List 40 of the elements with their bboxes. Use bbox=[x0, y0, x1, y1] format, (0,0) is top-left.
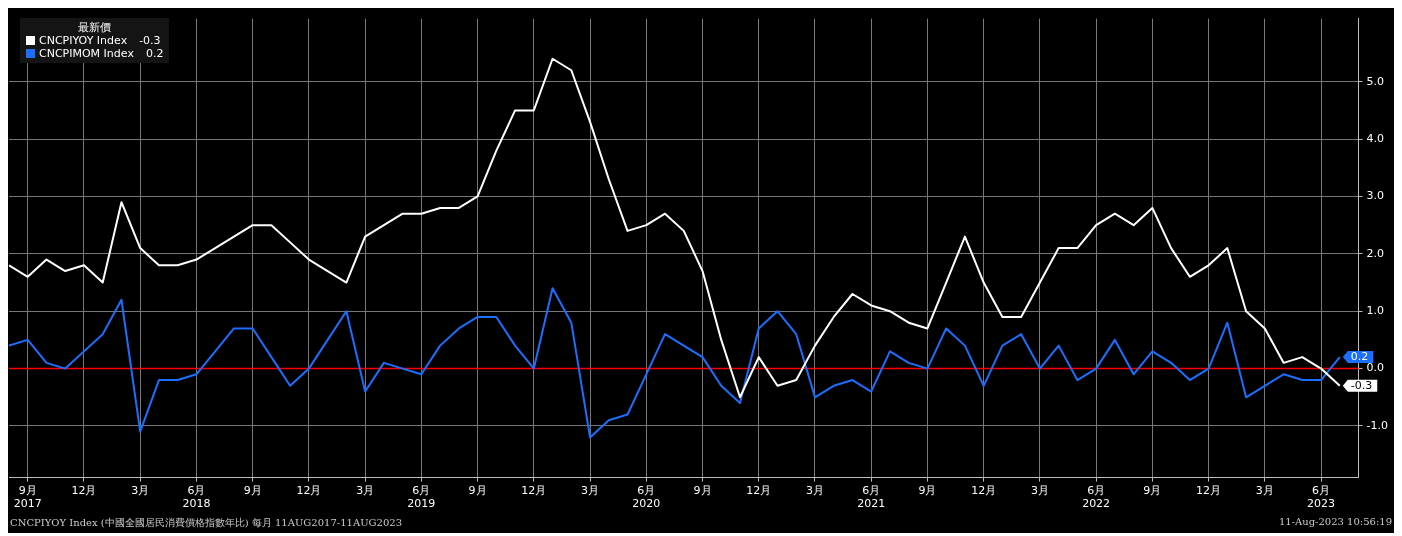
y-tick-label: -1.0 bbox=[1366, 418, 1389, 432]
x-tick-label: 3月 bbox=[356, 484, 375, 498]
x-tick-label: 3月 bbox=[1255, 484, 1274, 498]
y-tick-label: 1.0 bbox=[1366, 304, 1385, 318]
x-tick-label: 12月 bbox=[971, 484, 997, 498]
x-tick-label: 12月 bbox=[521, 484, 547, 498]
text: 0.2 bbox=[145, 47, 164, 60]
legend-label: CNCPIYOY Index bbox=[39, 34, 128, 47]
x-tick-label: 6月 2021 bbox=[857, 484, 886, 511]
x-tick-label: 9月 bbox=[693, 484, 712, 498]
x-tick-label: 9月 2017 bbox=[13, 484, 42, 511]
x-tick-label: 12月 bbox=[296, 484, 322, 498]
y-tick-label: 3.0 bbox=[1366, 189, 1385, 203]
y-tick-label: 5.0 bbox=[1366, 74, 1385, 88]
x-tick-label: 3月 bbox=[131, 484, 150, 498]
x-tick-label: 9月 bbox=[468, 484, 487, 498]
x-tick-label: 6月 2019 bbox=[407, 484, 436, 511]
text: -0.3 bbox=[139, 34, 161, 47]
legend-label: CNCPIMOM Index bbox=[39, 47, 134, 60]
x-tick-label: 3月 bbox=[581, 484, 600, 498]
x-tick-label: 6月 2018 bbox=[182, 484, 211, 511]
y-tick-label: 2.0 bbox=[1366, 246, 1385, 260]
text: 11-Aug-2023 10:56:19 bbox=[1278, 516, 1392, 529]
x-tick-label: 12月 bbox=[71, 484, 97, 498]
x-tick-label: 9月 bbox=[918, 484, 937, 498]
x-tick-label: 9月 bbox=[1143, 484, 1162, 498]
x-tick-label: 12月 bbox=[1196, 484, 1222, 498]
y-tick-label: 0.0 bbox=[1366, 361, 1385, 375]
x-tick-label: 3月 bbox=[805, 484, 824, 498]
data-label: 0.2 bbox=[1350, 349, 1369, 363]
text: CNCPIYOY Index (中國全國居民消費價格指數年比) 每月 11AUG2017-11AUG2023 bbox=[10, 516, 403, 530]
x-tick-label: 3月 bbox=[1030, 484, 1049, 498]
x-tick-label: 6月 2023 bbox=[1307, 484, 1336, 511]
x-tick-label: 6月 2022 bbox=[1082, 484, 1111, 511]
x-tick-label: 6月 2020 bbox=[632, 484, 661, 511]
data-label: -0.3 bbox=[1350, 378, 1373, 392]
x-tick-label: 12月 bbox=[746, 484, 772, 498]
x-tick-label: 9月 bbox=[243, 484, 262, 498]
legend-title: 最新價 bbox=[77, 21, 113, 34]
y-tick-label: 4.0 bbox=[1366, 131, 1385, 145]
